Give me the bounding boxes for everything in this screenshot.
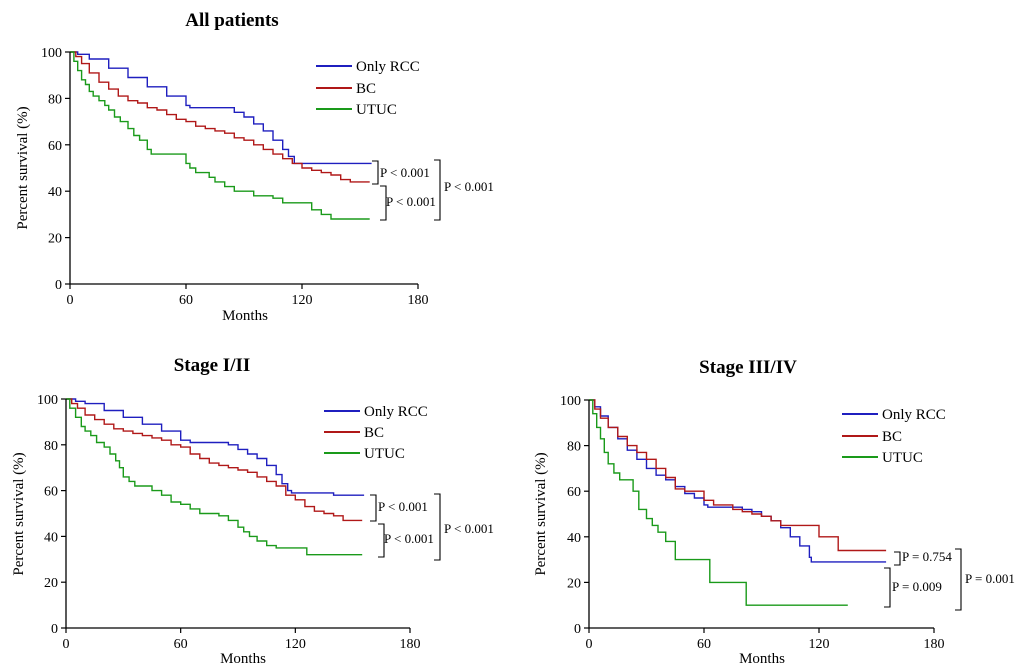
survival-curve-utuc [589, 399, 848, 606]
y-axis-label: Percent survival (%) [11, 452, 27, 575]
x-tick-label: 60 [697, 637, 711, 652]
survival-curve-utuc [66, 398, 363, 556]
survival-curve-only-rcc [66, 398, 365, 496]
x-tick-label: 120 [285, 637, 306, 652]
y-tick-label: 60 [567, 485, 581, 500]
y-tick-label: 0 [55, 278, 62, 293]
y-tick-label: 40 [44, 530, 58, 545]
x-tick-label: 60 [179, 293, 193, 308]
panel-title: Stage III/IV [699, 357, 797, 378]
bracket-rcc-utuc [434, 159, 441, 221]
pvalue-bc-utuc: P < 0.001 [384, 531, 434, 546]
x-tick-label: 180 [924, 637, 945, 652]
panel-all-patients: All patients Percent survival (%) Months… [15, 10, 494, 324]
x-tick-label: 0 [586, 637, 593, 652]
bracket-bc-utuc [378, 523, 385, 558]
pvalue-bc-utuc: P = 0.009 [892, 579, 942, 594]
axis-ticks: 0 20 40 60 80 100 0 60 120 180 [41, 46, 429, 308]
survival-curve-bc [589, 399, 887, 552]
y-tick-label: 20 [48, 232, 62, 247]
y-tick-label: 60 [44, 485, 58, 500]
series-group [70, 51, 372, 220]
panel-title: All patients [185, 10, 278, 31]
pvalue-rcc-bc: P < 0.001 [380, 165, 430, 180]
survival-curve-only-rcc [70, 51, 372, 165]
y-tick-label: 40 [48, 185, 62, 200]
series-group [589, 399, 887, 606]
legend-label-bc: BC [356, 81, 376, 97]
legend-label-only-rcc: Only RCC [364, 404, 428, 420]
legend-label-utuc: UTUC [882, 450, 923, 466]
pvalue-brackets: P < 0.001 P < 0.001 P < 0.001 [370, 493, 494, 561]
y-tick-label: 80 [44, 439, 58, 454]
axes [69, 52, 418, 285]
survival-curve-bc [70, 51, 370, 183]
y-axis-label: Percent survival (%) [15, 106, 31, 229]
bracket-rcc-utuc [955, 548, 962, 611]
pvalue-brackets: P = 0.754 P = 0.009 P = 0.001 [884, 548, 1015, 611]
y-tick-label: 80 [48, 92, 62, 107]
bracket-rcc-bc [370, 494, 377, 522]
y-tick-label: 0 [51, 622, 58, 637]
pvalue-rcc-utuc: P = 0.001 [965, 571, 1015, 586]
survival-curve-bc [66, 398, 363, 522]
pvalue-rcc-bc: P < 0.001 [378, 499, 428, 514]
x-axis-label: Months [739, 651, 785, 667]
legend: Only RCC BC UTUC [324, 404, 428, 462]
x-tick-label: 120 [292, 293, 313, 308]
pvalue-rcc-utuc: P < 0.001 [444, 179, 494, 194]
x-tick-label: 180 [400, 637, 421, 652]
bracket-rcc-utuc [434, 493, 441, 561]
legend-label-utuc: UTUC [356, 102, 397, 118]
legend-label-bc: BC [882, 429, 902, 445]
panel-title: Stage I/II [174, 355, 251, 376]
y-tick-label: 20 [44, 576, 58, 591]
x-axis-label: Months [222, 308, 268, 324]
bracket-rcc-bc [894, 551, 901, 566]
y-tick-label: 40 [567, 531, 581, 546]
series-group [66, 398, 365, 556]
panel-stage-3-4: Stage III/IV Percent survival (%) Months… [533, 357, 1015, 667]
legend-label-only-rcc: Only RCC [882, 407, 946, 423]
axes [588, 400, 934, 629]
y-tick-label: 100 [41, 46, 62, 61]
legend: Only RCC BC UTUC [842, 407, 946, 466]
legend-label-utuc: UTUC [364, 446, 405, 462]
pvalue-brackets: P < 0.001 P < 0.001 P < 0.001 [372, 159, 494, 221]
legend-label-only-rcc: Only RCC [356, 59, 420, 75]
pvalue-bc-utuc: P < 0.001 [386, 194, 436, 209]
x-tick-label: 180 [408, 293, 429, 308]
y-tick-label: 100 [560, 394, 581, 409]
pvalue-rcc-bc: P = 0.754 [902, 549, 952, 564]
y-tick-label: 80 [567, 440, 581, 455]
x-tick-label: 120 [809, 637, 830, 652]
x-tick-label: 60 [174, 637, 188, 652]
panel-stage-1-2: Stage I/II Percent survival (%) Months 0… [11, 355, 494, 667]
bracket-rcc-bc [372, 160, 379, 185]
survival-curve-utuc [70, 51, 370, 220]
bracket-bc-utuc [380, 185, 387, 221]
axis-ticks: 0 20 40 60 80 100 0 60 120 180 [37, 393, 421, 652]
x-tick-label: 0 [63, 637, 70, 652]
legend-label-bc: BC [364, 425, 384, 441]
bracket-bc-utuc [884, 567, 891, 608]
y-tick-label: 60 [48, 139, 62, 154]
y-tick-label: 0 [574, 622, 581, 637]
x-tick-label: 0 [67, 293, 74, 308]
x-axis-label: Months [220, 651, 266, 667]
axis-ticks: 0 20 40 60 80 100 0 60 120 180 [560, 394, 945, 652]
axes [65, 399, 410, 629]
y-tick-label: 100 [37, 393, 58, 408]
legend: Only RCC BC UTUC [316, 59, 420, 118]
y-axis-label: Percent survival (%) [533, 452, 549, 575]
pvalue-rcc-utuc: P < 0.001 [444, 521, 494, 536]
y-tick-label: 20 [567, 576, 581, 591]
